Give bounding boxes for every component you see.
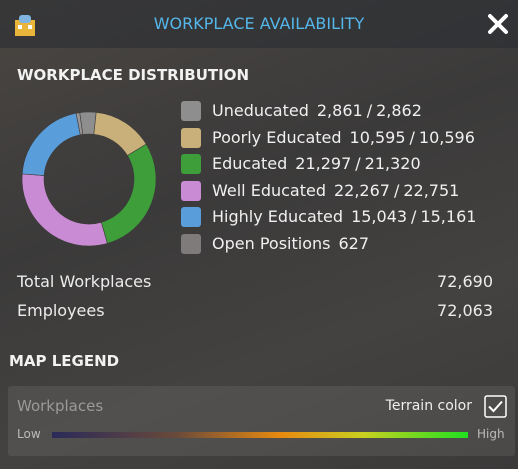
name: Uneducated [212,101,309,120]
count: 21,320 [364,154,421,173]
separator: / [355,154,361,173]
name: Educated [212,154,288,173]
legend-swatch [181,101,201,121]
close-button[interactable] [487,13,509,35]
donut-segment [100,143,157,244]
donut-chart [21,111,157,247]
separator: / [409,128,415,147]
legend-entry: Open Positions 627 [212,234,369,253]
name: Open Positions [212,234,331,253]
building-icon [15,15,35,36]
toggle-label: Terrain color [385,398,472,414]
count: 15,043 [351,207,408,226]
legend-entry: Highly Educated 15,043/15,161 [212,207,476,226]
count: 22,751 [403,181,460,200]
legend-swatch [181,128,201,148]
section-title: MAP LEGEND [9,352,120,370]
count: 2,862 [376,101,422,120]
separator: / [366,101,373,120]
total-label: Total Workplaces [17,272,152,291]
count: 10,596 [418,128,475,147]
name: Poorly Educated [212,128,342,147]
donut-segment [21,173,108,247]
legend-swatch [181,234,201,254]
section-title: WORKPLACE DISTRIBUTION [17,66,250,84]
legend-entry: Poorly Educated 10,595/10,596 [212,128,475,147]
legend-entry: Well Educated 22,267/22,751 [212,181,459,200]
count: 21,297 [295,154,352,173]
donut-segment [21,112,81,176]
legend-swatch [181,207,201,227]
legend-swatch [181,154,201,174]
count: 22,267 [333,181,390,200]
count: 10,595 [349,128,406,147]
checkmark [488,400,503,413]
donut-segment [75,112,84,136]
total-value: 72,063 [437,301,493,320]
header-title: WORKPLACE AVAILABILITY [153,14,365,33]
legend-entry: Uneducated 2,861/2,862 [212,101,422,120]
legend-entry: Educated 21,297/21,320 [212,154,421,173]
high-label: High [477,427,505,441]
count: 15,161 [420,207,477,226]
separator: / [411,207,417,226]
layer-name: Workplaces [17,397,104,415]
separator: / [393,181,400,200]
count: 2,861 [316,101,363,120]
low-label: Low [17,427,41,441]
name: Well Educated [212,181,326,200]
name: Highly Educated [212,207,344,226]
header-bar [0,0,518,48]
legend-swatch [181,181,201,201]
gradient-bar [52,432,468,438]
total-value: 72,690 [437,272,493,291]
legend-panel [8,386,515,456]
total-label: Employees [17,301,105,320]
count: 627 [338,234,369,253]
checkbox[interactable] [484,395,507,418]
